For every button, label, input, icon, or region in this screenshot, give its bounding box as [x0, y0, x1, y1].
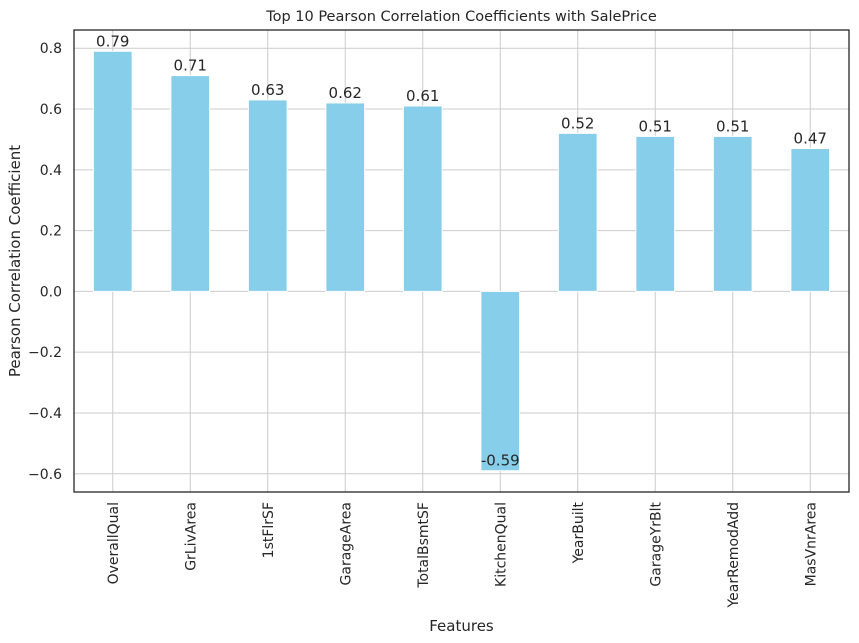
bar-OverallQual: [92, 50, 133, 292]
x-tick-label: KitchenQual: [493, 502, 509, 587]
x-tick-label: OverallQual: [106, 502, 122, 584]
y-tick-label: −0.2: [28, 345, 62, 361]
bar-GrLivArea: [170, 75, 211, 292]
data-label: 0.52: [561, 114, 594, 132]
y-tick-label: 0.2: [40, 224, 62, 240]
y-tick-label: 0.0: [40, 284, 62, 300]
y-tick-label: 0.8: [40, 41, 62, 57]
data-label: -0.59: [481, 452, 520, 470]
data-labels: 0.79 0.71 0.63 0.62 0.61 -0.59 0.52 0.51 0.51 0.4…: [96, 32, 827, 469]
bar-MasVnrArea: [790, 148, 831, 292]
x-tick-label: GarageArea: [338, 502, 354, 585]
bar-GarageYrBlt: [635, 135, 676, 292]
bar-YearBuilt: [557, 132, 598, 292]
x-tick-label: YearBuilt: [571, 501, 587, 564]
data-label: 0.61: [406, 87, 439, 105]
data-label: 0.63: [251, 81, 284, 99]
bars: [92, 50, 831, 472]
x-tick-labels: OverallQual GrLivArea 1stFlrSF GarageArea To…: [106, 501, 820, 608]
y-tick-label: −0.6: [28, 467, 62, 483]
bar-YearRemodAdd: [712, 135, 753, 292]
y-tick-label: 0.6: [40, 102, 62, 118]
y-tick-label: −0.4: [28, 406, 62, 422]
y-axis-label: Pearson Correlation Coefficient: [6, 145, 24, 377]
bar-KitchenQual: [480, 290, 521, 472]
plot-frame: [73, 29, 850, 493]
data-label: 0.79: [96, 32, 129, 50]
data-label: 0.51: [716, 117, 749, 135]
x-tick-label: GrLivArea: [183, 502, 199, 571]
x-tick-label: GarageYrBlt: [648, 501, 664, 586]
data-label: 0.62: [329, 84, 362, 102]
x-tick-label: MasVnrArea: [803, 502, 819, 586]
y-tick-labels: −0.6 −0.4 −0.2 0.0 0.2 0.4 0.6 0.8: [28, 41, 62, 483]
x-axis-label: Features: [429, 617, 494, 635]
x-tick-label: 1stFlrSF: [261, 502, 277, 558]
x-tick-label: TotalBsmtSF: [416, 502, 432, 589]
data-label: 0.71: [174, 57, 207, 75]
bar-GarageArea: [325, 102, 366, 292]
data-label: 0.51: [639, 117, 672, 135]
data-label: 0.47: [794, 130, 827, 148]
x-tick-label: YearRemodAdd: [726, 502, 742, 609]
chart-title: Top 10 Pearson Correlation Coefficients …: [265, 9, 657, 25]
y-tick-label: 0.4: [40, 163, 62, 179]
bar-1stFlrSF: [247, 99, 288, 292]
bar-TotalBsmtSF: [402, 105, 443, 292]
